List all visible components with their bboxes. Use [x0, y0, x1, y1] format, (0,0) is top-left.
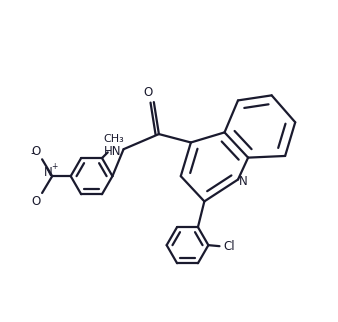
Text: CH₃: CH₃: [103, 134, 124, 144]
Text: Cl: Cl: [223, 240, 235, 253]
Text: -: -: [30, 147, 35, 160]
Text: N: N: [44, 166, 52, 179]
Text: +: +: [51, 162, 58, 171]
Text: N: N: [239, 175, 247, 188]
Text: O: O: [31, 145, 41, 158]
Text: O: O: [31, 195, 41, 208]
Text: O: O: [143, 86, 152, 99]
Text: HN: HN: [104, 146, 122, 158]
